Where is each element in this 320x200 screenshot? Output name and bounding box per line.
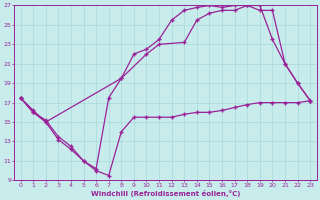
X-axis label: Windchill (Refroidissement éolien,°C): Windchill (Refroidissement éolien,°C): [91, 190, 240, 197]
